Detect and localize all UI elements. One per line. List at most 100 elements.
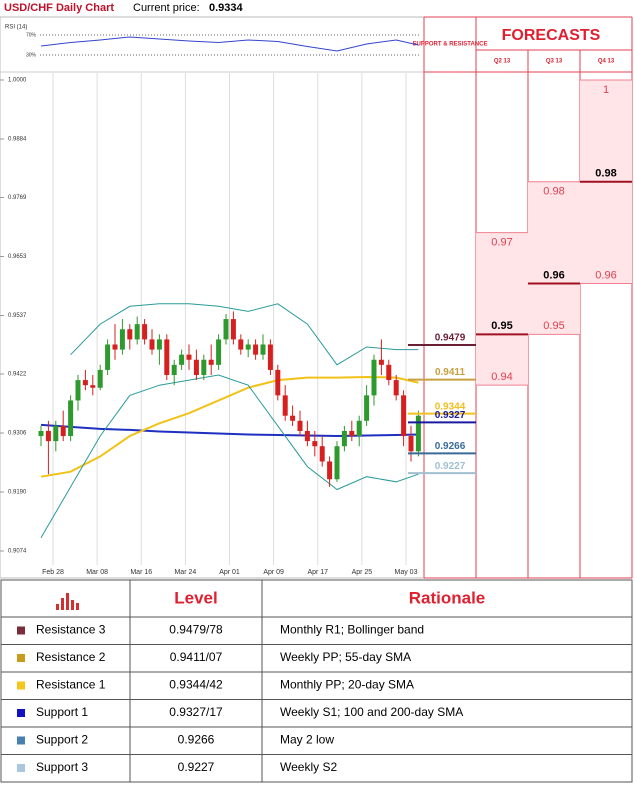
x-tick-label: Apr 09 bbox=[263, 569, 284, 576]
current-price: 0.9334 bbox=[209, 2, 244, 14]
candle-body bbox=[327, 461, 333, 480]
x-tick-label: Mar 08 bbox=[86, 569, 108, 576]
candle-body bbox=[267, 344, 273, 370]
candle-body bbox=[341, 430, 347, 447]
row-name: Resistance 3 bbox=[36, 623, 106, 637]
candle-body bbox=[371, 359, 377, 396]
candle-body bbox=[304, 430, 310, 442]
sr-label: 0.9327 bbox=[435, 410, 466, 421]
x-tick-label: Apr 25 bbox=[352, 569, 373, 576]
row-name: Resistance 2 bbox=[36, 650, 106, 664]
row-level: 0.9327/17 bbox=[169, 705, 223, 719]
row-level: 0.9266 bbox=[178, 733, 215, 747]
candle-body bbox=[201, 359, 207, 376]
candle-body bbox=[45, 430, 51, 442]
row-swatch bbox=[17, 681, 25, 690]
row-name: Support 3 bbox=[36, 760, 88, 774]
candle-body bbox=[127, 329, 133, 340]
candle-body bbox=[356, 420, 362, 437]
candle-body bbox=[164, 339, 170, 376]
row-level: 0.9227 bbox=[178, 760, 215, 774]
candle-body bbox=[134, 324, 140, 340]
row-swatch bbox=[17, 709, 25, 717]
candle-body bbox=[415, 415, 421, 452]
table-header: Level bbox=[174, 588, 217, 607]
forecast-title: FORECASTS bbox=[502, 27, 601, 44]
row-swatch bbox=[17, 736, 25, 745]
candle-body bbox=[156, 339, 162, 350]
y-tick-label: 0.9769 bbox=[8, 195, 27, 201]
table-icon bbox=[56, 593, 79, 610]
table-header: Rationale bbox=[409, 588, 486, 607]
candle-body bbox=[290, 415, 296, 421]
candle-body bbox=[119, 329, 125, 350]
candle-body bbox=[334, 446, 340, 480]
y-tick-label: 0.9306 bbox=[8, 431, 27, 437]
row-swatch bbox=[17, 626, 25, 635]
rsi-line bbox=[40, 36, 419, 52]
candle-body bbox=[186, 354, 192, 360]
candle-body bbox=[216, 339, 222, 365]
sr-label: 0.9479 bbox=[435, 333, 466, 344]
x-tick-label: Feb 28 bbox=[42, 569, 64, 576]
forecast-label: 0.95 bbox=[491, 320, 512, 332]
candle-body bbox=[230, 319, 236, 340]
rsi-title: RSI (14) bbox=[5, 25, 27, 31]
forecast-label: 0.97 bbox=[491, 236, 512, 248]
y-tick-label: 0.9074 bbox=[8, 549, 27, 555]
row-rationale: Monthly R1; Bollinger band bbox=[280, 623, 424, 637]
chart-frame bbox=[0, 16, 425, 579]
candle-body bbox=[260, 344, 266, 355]
forecast-label: 0.96 bbox=[543, 269, 564, 281]
indicator-line bbox=[70, 303, 419, 366]
forecast-label: 0.96 bbox=[595, 269, 616, 281]
row-rationale: Weekly S1; 100 and 200-day SMA bbox=[280, 705, 463, 719]
x-tick-label: May 03 bbox=[395, 569, 418, 576]
candle-body bbox=[401, 395, 407, 437]
row-name: Support 1 bbox=[36, 705, 88, 719]
forecast-range bbox=[476, 232, 528, 386]
candle-body bbox=[378, 359, 384, 365]
indicator-line bbox=[40, 374, 419, 539]
sr-label: 0.9227 bbox=[435, 461, 466, 472]
candle-body bbox=[75, 380, 81, 401]
forecast-label: 1 bbox=[603, 84, 609, 96]
forecast-range bbox=[528, 181, 580, 335]
candle-body bbox=[105, 344, 111, 370]
candle-body bbox=[60, 425, 66, 437]
candle-body bbox=[253, 344, 259, 355]
candle-body bbox=[297, 420, 303, 431]
row-rationale: Monthly PP; 20-day SMA bbox=[280, 678, 414, 692]
row-level: 0.9344/42 bbox=[169, 678, 223, 692]
quarter-label: Q4 13 bbox=[598, 59, 615, 65]
candle-body bbox=[208, 359, 214, 365]
row-level: 0.9479/78 bbox=[169, 623, 223, 637]
y-tick-label: 0.9422 bbox=[8, 372, 27, 378]
row-swatch bbox=[17, 764, 25, 772]
candle-body bbox=[142, 324, 148, 340]
y-tick-label: 0.9190 bbox=[8, 490, 27, 496]
candle-body bbox=[112, 344, 118, 350]
price-label: Current price: bbox=[133, 2, 200, 14]
candle-body bbox=[312, 441, 318, 447]
candle-body bbox=[171, 364, 177, 376]
row-rationale: Weekly PP; 55-day SMA bbox=[280, 650, 411, 664]
y-tick-label: 1.0000 bbox=[8, 78, 27, 84]
forecast-label: 0.94 bbox=[491, 371, 512, 383]
candle-body bbox=[68, 400, 74, 437]
indicator-line bbox=[40, 375, 419, 478]
candle-body bbox=[245, 344, 251, 350]
table-frame bbox=[0, 579, 633, 783]
candle-body bbox=[282, 395, 288, 416]
candle-body bbox=[149, 339, 155, 350]
forecast-label: 0.95 bbox=[543, 320, 564, 332]
x-tick-label: Apr 01 bbox=[219, 569, 240, 576]
candle-body bbox=[349, 430, 355, 437]
sr-label: 0.9344 bbox=[435, 401, 466, 412]
row-name: Support 2 bbox=[36, 733, 88, 747]
forecast-label: 0.98 bbox=[595, 168, 616, 180]
row-rationale: Weekly S2 bbox=[280, 760, 337, 774]
x-tick-label: Mar 16 bbox=[130, 569, 152, 576]
row-level: 0.9411/07 bbox=[170, 650, 223, 664]
